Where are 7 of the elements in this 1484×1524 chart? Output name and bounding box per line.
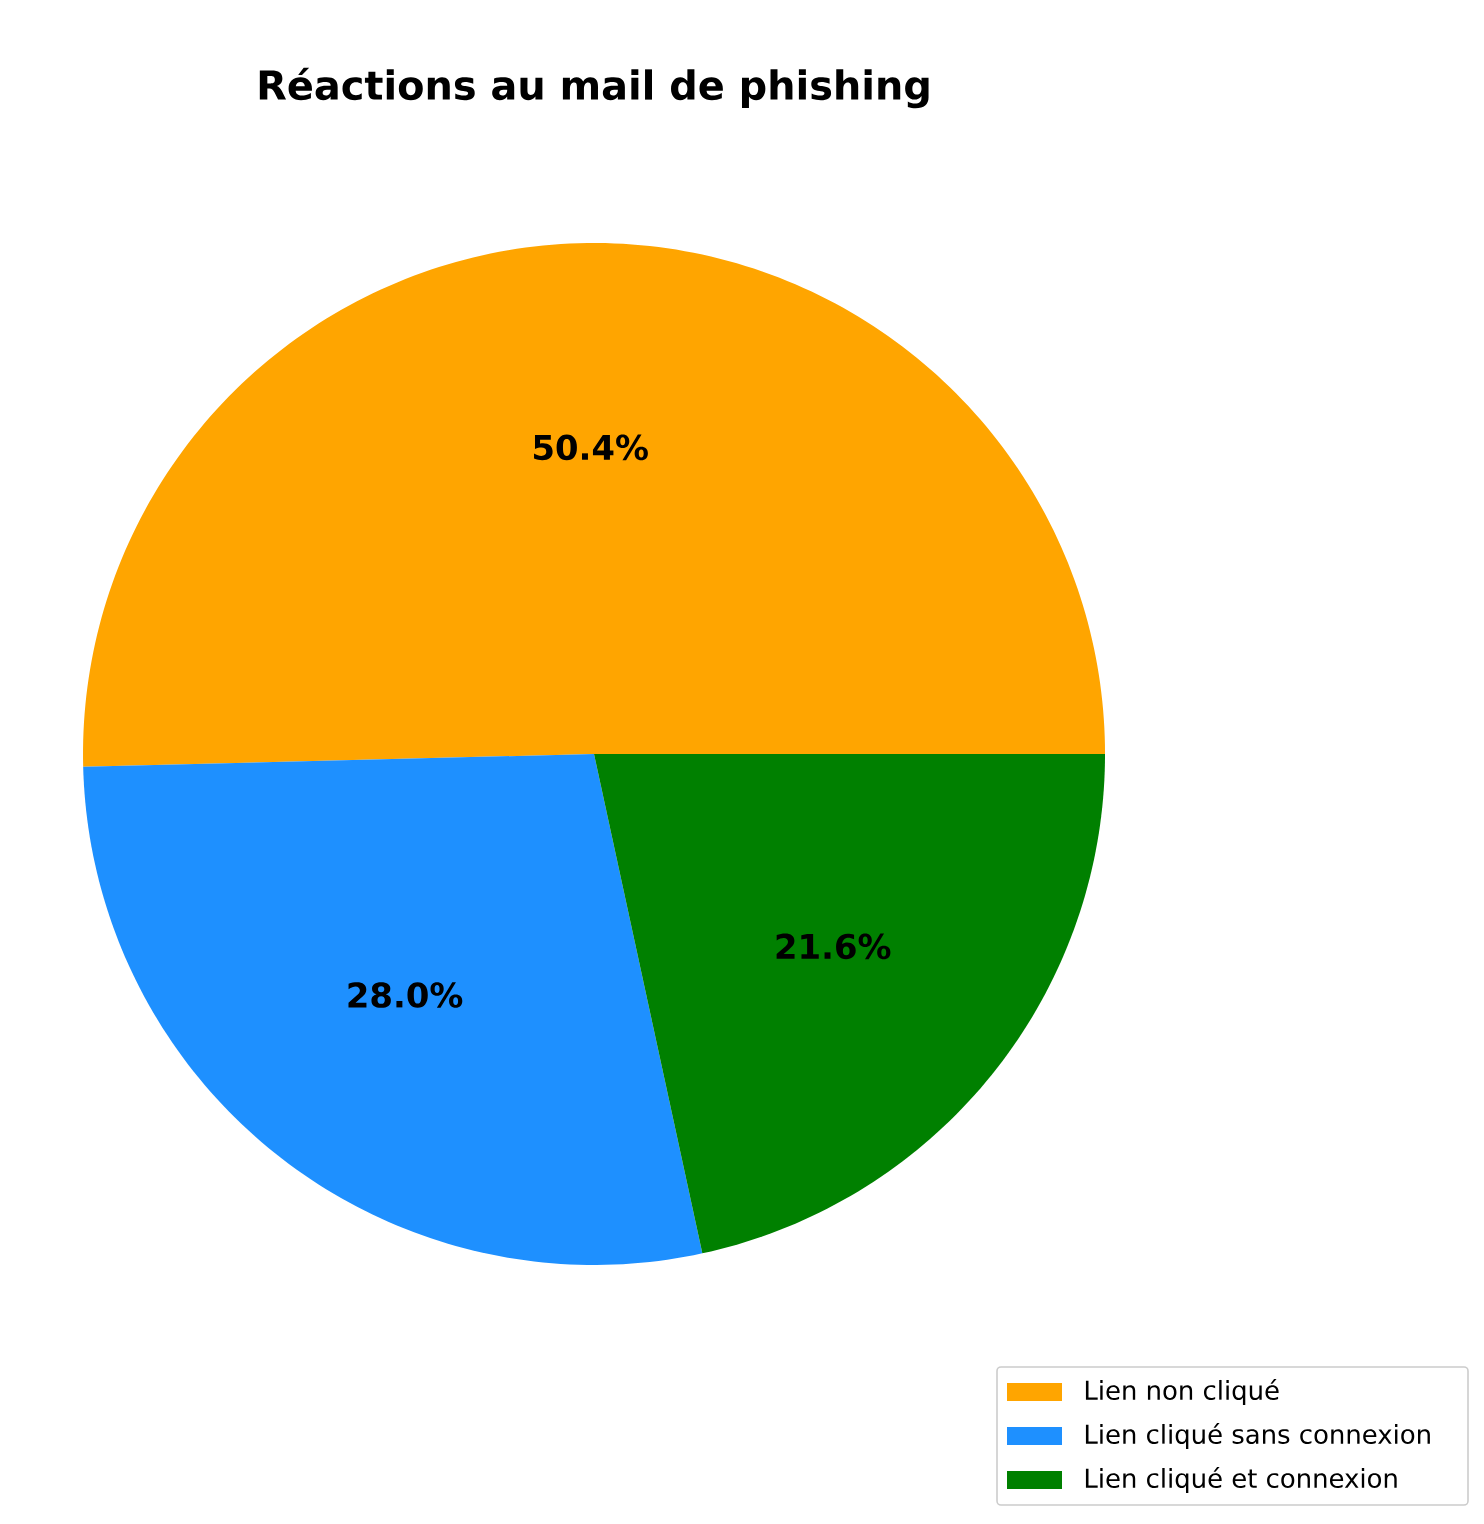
chart-title: Réactions au mail de phishing [259,67,929,109]
data-label: 28.0% [348,982,463,1008]
data-label: 50.4% [534,434,648,461]
data-label: 21.6% [776,933,891,960]
legend-label: Lien non cliqué [1085,1378,1279,1406]
legend-label: Lien cliqué et connexion [1085,1466,1397,1494]
legend-label: Lien cliqué sans connexion [1085,1422,1430,1450]
